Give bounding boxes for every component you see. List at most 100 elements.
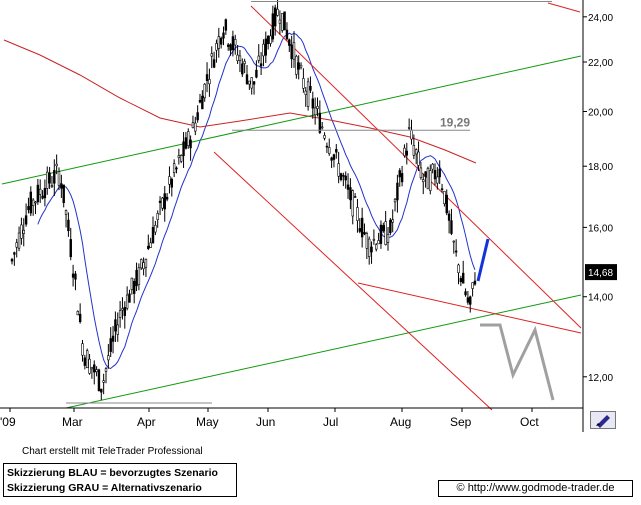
channel-top-segment [547, 2, 581, 13]
candle-body [10, 259, 14, 262]
candle-body [250, 77, 253, 89]
candle-body [137, 267, 141, 286]
candle-body [76, 311, 80, 316]
candle-body [222, 32, 225, 39]
candle-body [50, 185, 54, 187]
candle-body [238, 55, 242, 62]
candle-body [407, 127, 411, 129]
pencil-icon [596, 415, 610, 428]
candle-body [464, 291, 467, 296]
candle-body [111, 335, 115, 342]
candle-body [205, 74, 209, 81]
candle-body [335, 148, 338, 153]
candle-body [130, 277, 134, 290]
candle-body [259, 63, 263, 67]
candle-body [34, 201, 37, 204]
scenario-legend: Skizzierung BLAU = bevorzugtes Szenario … [3, 463, 237, 497]
candle-body [224, 19, 228, 31]
candle-body [67, 219, 70, 232]
candle-body [177, 155, 181, 158]
candle-body [219, 37, 223, 45]
candle-body [78, 313, 82, 323]
stock-chart: 24,7219,29 12,0014,0016,0018,0020,0022,0… [0, 0, 617, 432]
candle-body [290, 44, 293, 60]
candle-body [276, 8, 279, 16]
candle-body [22, 229, 25, 234]
candle-body [128, 293, 131, 303]
candle-body [386, 234, 390, 243]
candle-body [360, 217, 364, 238]
candle-body [245, 74, 249, 85]
candle-body [264, 38, 267, 56]
candle-body [412, 144, 416, 156]
candle-body [349, 187, 352, 201]
legend-gray-scenario: Skizzierung GRAU = Alternativszenario [7, 482, 202, 494]
candle-body [473, 280, 477, 285]
x-tick-label: Jul [323, 415, 338, 429]
candle-body [379, 224, 383, 244]
candle-body [118, 310, 122, 318]
x-tick-label: Mar [62, 415, 83, 429]
channel-lower [213, 151, 493, 411]
candle-body [248, 80, 251, 85]
candle-body [93, 364, 96, 373]
candle-body [165, 196, 169, 200]
candle-body [391, 219, 394, 223]
x-tick-label: Sep [450, 415, 472, 429]
candle-body [83, 357, 87, 366]
candle-body [344, 175, 347, 181]
source-url[interactable]: © http://www.godmode-trader.de [438, 480, 633, 497]
candle-body [269, 35, 272, 44]
candle-body [158, 200, 162, 203]
candle-body [375, 244, 378, 250]
candle-body [15, 242, 18, 248]
candle-body [320, 126, 324, 129]
candle-body [175, 167, 178, 170]
candle-body [443, 190, 446, 205]
price-tag-label: 14,68 [588, 268, 613, 279]
candle-body [273, 7, 277, 27]
candle-body [151, 227, 155, 244]
candle-body [356, 207, 359, 221]
candle-body [133, 280, 136, 294]
candle-body [438, 168, 441, 178]
candle-body [55, 163, 58, 167]
candle-body [13, 252, 16, 255]
candle-body [191, 122, 195, 129]
candle-body [400, 173, 404, 183]
candle-body [86, 350, 89, 369]
candle-body [88, 358, 91, 374]
candle-body [31, 199, 35, 206]
candle-body [454, 250, 458, 253]
candle-body [351, 190, 354, 217]
candle-body [90, 366, 94, 370]
candle-body [172, 163, 176, 173]
candle-body [445, 194, 448, 214]
candle-body [342, 174, 345, 177]
candle-body [212, 59, 216, 68]
drawing-tool-button[interactable] [590, 411, 616, 429]
candle-body [161, 197, 164, 209]
candle-body [471, 282, 474, 289]
x-tick-label: '09 [0, 415, 16, 429]
y-tick-label: 18,00 [588, 162, 613, 173]
candle-body [450, 220, 453, 234]
candle-body [62, 184, 65, 204]
candle-body [325, 145, 329, 148]
candle-body [440, 188, 444, 191]
candle-body [198, 99, 202, 103]
candle-body [154, 225, 157, 233]
candle-body [302, 78, 305, 89]
candle-body [466, 297, 470, 303]
candle-body [135, 270, 138, 287]
candle-body [353, 196, 357, 198]
candle-body [271, 13, 275, 40]
candle-body [81, 343, 84, 356]
candle-body [163, 193, 166, 210]
y-tick-label: 22,00 [588, 58, 613, 69]
x-tick-label: Jun [256, 415, 275, 429]
candle-body [370, 246, 373, 253]
candle-body [262, 43, 265, 57]
candle-body [71, 273, 75, 278]
y-tick-label: 24,00 [588, 13, 613, 24]
